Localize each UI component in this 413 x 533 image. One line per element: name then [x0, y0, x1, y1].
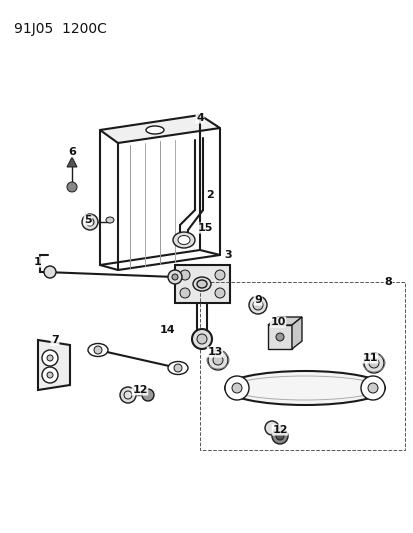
Circle shape — [180, 288, 190, 298]
Circle shape — [120, 387, 136, 403]
Text: 12: 12 — [272, 425, 287, 435]
Ellipse shape — [173, 232, 195, 248]
Circle shape — [271, 428, 287, 444]
Text: 8: 8 — [383, 277, 391, 287]
Polygon shape — [100, 115, 219, 143]
Text: 7: 7 — [51, 335, 59, 345]
Text: 12: 12 — [132, 385, 147, 395]
Circle shape — [142, 389, 154, 401]
Text: 3: 3 — [224, 250, 231, 260]
Circle shape — [192, 329, 211, 349]
Ellipse shape — [224, 371, 384, 405]
Circle shape — [197, 334, 206, 344]
Bar — [175, 265, 230, 303]
Circle shape — [42, 350, 58, 366]
Text: 10: 10 — [270, 317, 285, 327]
Circle shape — [47, 372, 53, 378]
Circle shape — [367, 383, 377, 393]
Circle shape — [368, 358, 378, 368]
Circle shape — [168, 270, 182, 284]
Text: 2: 2 — [206, 190, 214, 200]
Text: 15: 15 — [197, 223, 212, 233]
Ellipse shape — [146, 126, 164, 134]
Circle shape — [214, 270, 224, 280]
Ellipse shape — [178, 236, 190, 245]
Circle shape — [275, 432, 283, 440]
Circle shape — [252, 300, 262, 310]
Ellipse shape — [168, 361, 188, 375]
Circle shape — [67, 182, 77, 192]
Ellipse shape — [197, 280, 206, 288]
Circle shape — [363, 353, 383, 373]
Circle shape — [214, 288, 224, 298]
Circle shape — [275, 333, 283, 341]
Ellipse shape — [106, 217, 114, 223]
Text: 14: 14 — [160, 325, 176, 335]
Circle shape — [42, 367, 58, 383]
Circle shape — [264, 421, 278, 435]
Text: 1: 1 — [34, 257, 42, 267]
Circle shape — [248, 296, 266, 314]
Bar — [267, 325, 291, 349]
Circle shape — [44, 266, 56, 278]
Polygon shape — [267, 317, 301, 325]
Circle shape — [180, 270, 190, 280]
Text: 6: 6 — [68, 147, 76, 157]
Text: 91J05  1200C: 91J05 1200C — [14, 22, 107, 36]
Text: 4: 4 — [196, 113, 204, 123]
Circle shape — [173, 364, 182, 372]
Polygon shape — [67, 157, 77, 167]
Ellipse shape — [192, 277, 211, 291]
Circle shape — [212, 355, 223, 365]
Circle shape — [47, 355, 53, 361]
Ellipse shape — [88, 343, 108, 357]
Text: 13: 13 — [207, 347, 222, 357]
Text: 5: 5 — [84, 215, 92, 225]
Polygon shape — [38, 340, 70, 390]
Circle shape — [224, 376, 248, 400]
Bar — [199, 282, 404, 450]
Circle shape — [171, 274, 178, 280]
Circle shape — [82, 214, 98, 230]
Circle shape — [86, 218, 94, 226]
Polygon shape — [291, 317, 301, 349]
Circle shape — [94, 346, 102, 354]
Text: 9: 9 — [254, 295, 261, 305]
Circle shape — [207, 350, 228, 370]
Circle shape — [231, 383, 242, 393]
Circle shape — [360, 376, 384, 400]
Text: 11: 11 — [361, 353, 377, 363]
